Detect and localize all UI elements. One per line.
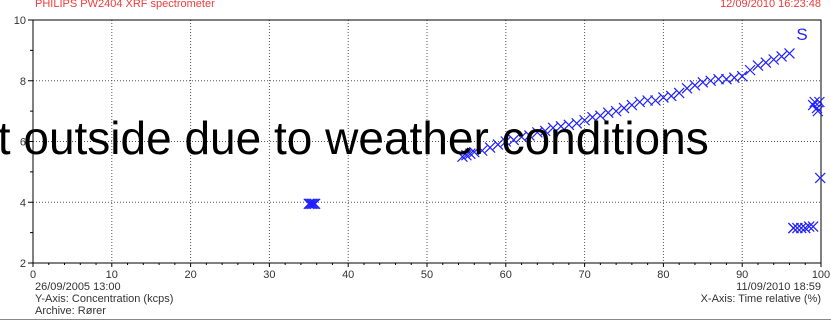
y-tick-label: 2 — [20, 258, 26, 270]
element-label: S — [796, 25, 807, 44]
data-points — [303, 47, 826, 234]
data-point — [457, 151, 468, 163]
data-point — [803, 221, 815, 232]
overlay-caption-band: alt outside due to weather conditions — [0, 108, 831, 168]
data-point — [791, 222, 803, 234]
data-point — [508, 134, 520, 146]
data-point — [642, 95, 654, 106]
x-tick-label: 10 — [106, 269, 118, 281]
data-point — [579, 114, 591, 126]
data-point — [539, 125, 551, 137]
y-tick-label: 4 — [20, 197, 26, 209]
data-point — [752, 60, 764, 71]
data-point — [306, 198, 318, 210]
data-point — [681, 82, 693, 94]
archive-label: Archive: Rører — [35, 305, 106, 317]
x-tick-label: 30 — [263, 269, 275, 281]
plot-frame — [32, 19, 822, 264]
data-point — [784, 47, 795, 59]
x-axis-label: X-Axis: Time relative (%) — [700, 293, 821, 305]
report-timestamp: 12/09/2010 16:23:48 — [720, 0, 821, 10]
end-date: 11/09/2010 18:59 — [736, 281, 821, 293]
data-point — [776, 51, 788, 62]
data-point — [812, 105, 824, 117]
x-tick-label: 0 — [30, 269, 36, 281]
data-point — [768, 54, 780, 65]
data-point — [665, 90, 677, 102]
x-tick-label: 50 — [421, 269, 433, 281]
y-tick-label: 10 — [14, 15, 26, 27]
data-point — [610, 105, 622, 117]
tick-labels: 0 10 20 30 40 50 60 70 80 90 100 2 4 6 8 10 — [14, 15, 830, 281]
y-tick-label: 6 — [20, 137, 26, 149]
start-date: 26/09/2005 13:00 — [35, 281, 121, 293]
data-point — [524, 130, 535, 141]
data-point — [807, 221, 819, 232]
data-point — [304, 198, 316, 210]
data-point — [814, 172, 826, 184]
grid — [33, 20, 821, 263]
x-tick-label: 90 — [736, 269, 748, 281]
data-point — [809, 96, 821, 108]
overlay-caption: alt outside due to weather conditions — [0, 112, 709, 164]
data-point — [460, 149, 472, 161]
x-tick-label: 100 — [812, 269, 830, 281]
data-point — [308, 198, 319, 210]
data-point — [650, 95, 661, 106]
x-tick-label: 70 — [578, 269, 590, 281]
y-axis-label: Y-Axis: Concentration (kcps) — [35, 293, 174, 305]
data-point — [760, 57, 772, 68]
data-point — [492, 139, 504, 150]
data-point — [484, 142, 496, 153]
axes — [28, 19, 822, 267]
data-point — [594, 110, 606, 122]
data-point — [309, 198, 321, 210]
data-point — [626, 99, 638, 111]
instrument-name: PHILIPS PW2404 XRF spectrometer — [35, 0, 215, 10]
data-point — [571, 117, 583, 129]
x-tick-label: 40 — [342, 269, 354, 281]
data-point — [713, 73, 724, 85]
data-point — [618, 102, 630, 114]
data-point — [673, 87, 685, 99]
bottom-rule — [0, 319, 831, 320]
data-point — [464, 148, 476, 160]
data-point — [811, 102, 823, 114]
data-point — [689, 79, 701, 91]
x-tick-label: 60 — [500, 269, 512, 281]
x-tick-label: 20 — [184, 269, 196, 281]
x-tick-label: 80 — [657, 269, 669, 281]
data-point — [476, 145, 488, 157]
data-point — [787, 222, 799, 234]
data-point — [744, 64, 756, 76]
data-point — [813, 96, 825, 108]
y-tick-label: 8 — [20, 76, 26, 88]
data-point — [736, 70, 748, 82]
